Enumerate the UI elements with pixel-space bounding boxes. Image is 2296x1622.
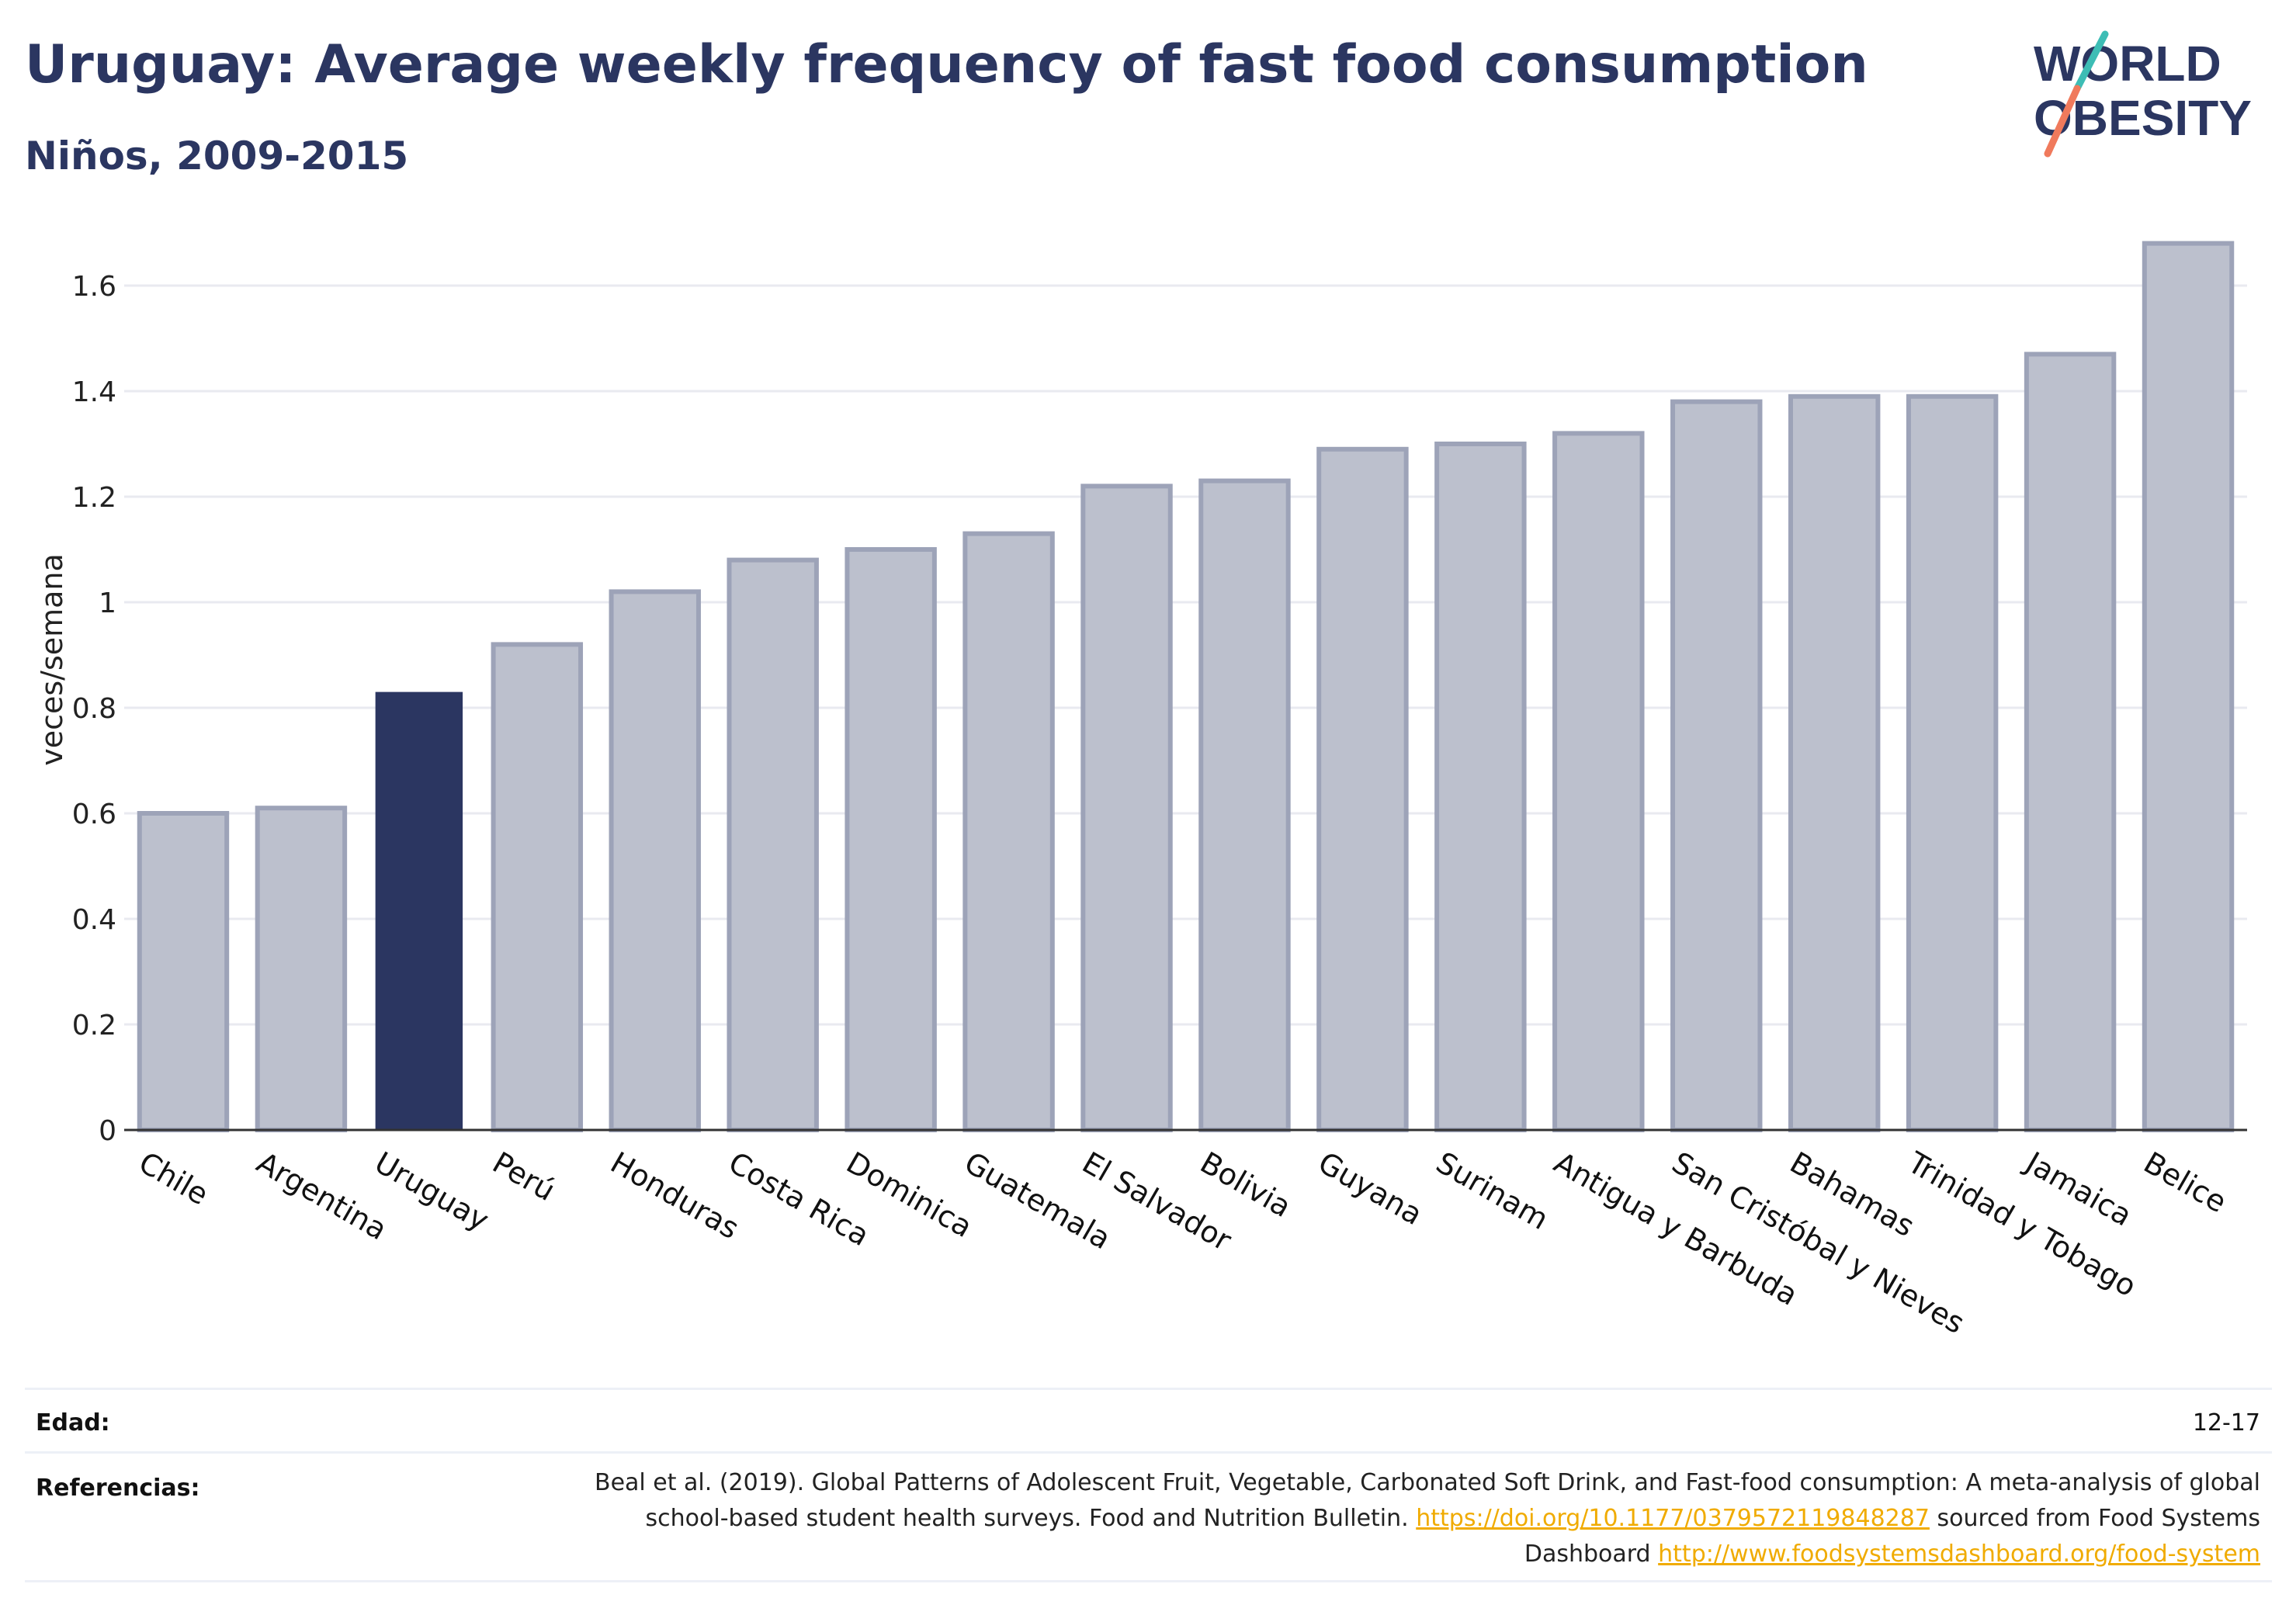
bar-bolivia[interactable] [1198,478,1291,1132]
references-text: Beal et al. (2019). Global Patterns of A… [591,1465,2260,1572]
logo-slash-coral [2044,85,2081,158]
bar-uruguay[interactable] [375,691,463,1130]
reference-link-doi[interactable]: https://doi.org/10.1177/0379572119848287 [1416,1505,1930,1532]
y-tick-label: 1.2 [72,482,116,514]
bar-dominica[interactable] [845,547,937,1132]
bar-costa-rica[interactable] [727,557,819,1132]
y-axis-label: veces/semana [35,553,69,766]
x-tick-label: Honduras [605,1145,744,1246]
y-tick-label: 0.8 [72,693,116,725]
x-tick-label: Guyana [1313,1145,1428,1232]
footer-divider-top [25,1388,2272,1390]
age-value: 12-17 [2192,1409,2260,1437]
y-tick-label: 0.2 [72,1010,116,1041]
y-tick-label: 0 [99,1115,116,1147]
bar-per-[interactable] [491,642,584,1132]
reference-link-dashboard[interactable]: http://www.foodsystemsdashboard.org/food… [1658,1541,2260,1568]
bar-chile[interactable] [137,811,230,1132]
chart-subtitle: Niños, 2009-2015 [25,133,409,178]
bar-antigua-y-barbuda[interactable] [1552,431,1645,1132]
bar-chart: 00.20.40.60.811.21.41.6 Chile ArgentinaUr… [35,241,2247,1341]
y-tick-label: 0.6 [72,799,116,830]
world-obesity-logo: WORLD OBESITY [2034,30,2252,158]
references-label: Referencias: [36,1475,200,1502]
bar-el-salvador[interactable] [1080,483,1173,1132]
bar-guyana[interactable] [1316,446,1409,1132]
bar-belice[interactable] [2142,241,2235,1133]
x-tick-label: Argentina [251,1145,393,1247]
footer-divider-middle [25,1451,2272,1454]
bar-san-crist-bal-y-nieves[interactable] [1670,399,1763,1132]
bar-surinam[interactable] [1434,442,1527,1132]
bar-honduras[interactable] [609,589,701,1132]
bars [137,241,2235,1133]
logo-line-1: WORLD [2034,36,2221,92]
y-tick-label: 1.6 [72,271,116,303]
x-tick-label: Belice [2138,1145,2232,1220]
bar-guatemala[interactable] [962,531,1055,1132]
y-tick-labels: 0 0.2 0.4 0.6 0.8 1 1.2 1.4 1.6 [72,271,116,1147]
reference-text-1: Beal et al. (2019). Global Patterns of A… [594,1469,2260,1532]
bar-trinidad-y-tobago[interactable] [1906,393,1999,1132]
logo-slash-teal [2073,30,2109,92]
bar-jamaica[interactable] [2024,352,2117,1132]
bar-argentina[interactable] [255,806,348,1132]
y-tick-label: 1 [99,587,116,619]
footer-divider-bottom [25,1580,2272,1582]
x-tick-label: Perú [487,1145,560,1208]
y-tick-label: 0.4 [72,904,116,936]
y-tick-label: 1.4 [72,376,116,408]
age-label: Edad: [36,1409,110,1437]
chart-title: Uruguay: Average weekly frequency of fas… [25,34,1868,95]
reference-text-2: sourced from Food Systems Dashboard [1524,1505,2260,1568]
bar-bahamas[interactable] [1788,393,1881,1132]
x-tick-label: Surinam [1431,1145,1555,1236]
x-tick-label: Chile [133,1145,213,1212]
